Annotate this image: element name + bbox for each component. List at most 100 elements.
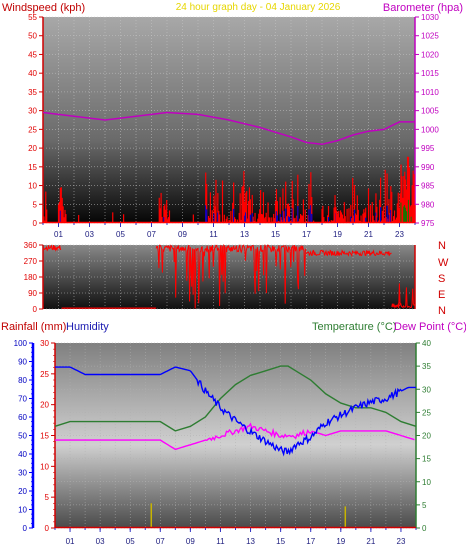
x-tick-label: 23 bbox=[397, 537, 406, 546]
temperature-tick-label: 40 bbox=[422, 339, 431, 348]
humidity-tick-label: 80 bbox=[18, 376, 27, 385]
x-tick-label: 15 bbox=[271, 230, 280, 239]
barometer-tick-label: 1000 bbox=[421, 125, 439, 134]
rainfall-tick-label: 10 bbox=[40, 462, 49, 471]
barometer-tick-label: 1025 bbox=[421, 32, 439, 41]
direction-segment bbox=[155, 243, 307, 309]
temperature-tick-label: 5 bbox=[422, 501, 427, 510]
barometer-tick-label: 1020 bbox=[421, 50, 439, 59]
humidity-line bbox=[55, 366, 416, 457]
direction-tick-label: 0 bbox=[33, 305, 38, 314]
x-tick-label: 13 bbox=[240, 230, 249, 239]
x-tick-label: 01 bbox=[66, 537, 75, 546]
compass-letter-s: S bbox=[438, 273, 445, 285]
humidity-tick-label: 40 bbox=[18, 450, 27, 459]
barometer-tick-label: 985 bbox=[421, 182, 435, 191]
barometer-tick-label: 1015 bbox=[421, 69, 439, 78]
compass-letter-n-top: N bbox=[438, 240, 446, 252]
direction-tick-label: 360 bbox=[24, 241, 38, 250]
rain-bars bbox=[55, 503, 416, 529]
x-tick-label: 21 bbox=[366, 537, 375, 546]
humidity-axis: 0 10 20 30 40 50 60 70 80 90 100 bbox=[14, 339, 35, 533]
temperature-title: Temperature (°C) bbox=[312, 321, 396, 333]
barometer-tick-label: 1030 bbox=[421, 13, 439, 22]
windspeed-tick-label: 45 bbox=[28, 50, 37, 59]
temperature-tick-label: 0 bbox=[422, 524, 427, 533]
barometer-tick-label: 1005 bbox=[421, 107, 439, 116]
windspeed-tick-label: 20 bbox=[28, 144, 37, 153]
windspeed-tick-label: 15 bbox=[28, 163, 37, 172]
direction-trace bbox=[43, 243, 416, 309]
x-tick-label: 19 bbox=[336, 537, 345, 546]
temp-hum-x-axis: 01 03 05 07 09 11 13 15 17 19 21 23 bbox=[54, 528, 417, 546]
x-tick-label: 01 bbox=[54, 230, 63, 239]
humidity-tick-label: 100 bbox=[14, 339, 28, 348]
x-tick-label: 03 bbox=[85, 230, 94, 239]
temperature-tick-label: 15 bbox=[422, 455, 431, 464]
compass-letter-n-bottom: N bbox=[438, 305, 446, 317]
rainfall-tick-label: 5 bbox=[45, 493, 50, 502]
rainfall-tick-label: 25 bbox=[40, 370, 49, 379]
x-tick-label: 13 bbox=[246, 537, 255, 546]
humidity-tick-label: 10 bbox=[18, 506, 27, 515]
rainfall-tick-label: 15 bbox=[40, 432, 49, 441]
windspeed-tick-label: 50 bbox=[28, 32, 37, 41]
graph-date-title: 24 hour graph day - 04 January 2026 bbox=[176, 2, 341, 13]
windspeed-tick-label: 5 bbox=[33, 200, 38, 209]
x-tick-label: 17 bbox=[306, 537, 315, 546]
x-tick-label: 21 bbox=[364, 230, 373, 239]
windspeed-tick-label: 25 bbox=[28, 125, 37, 134]
barometer-title: Barometer (hpa) bbox=[383, 2, 463, 14]
barometer-tick-label: 990 bbox=[421, 163, 435, 172]
windspeed-tick-label: 10 bbox=[28, 182, 37, 191]
windspeed-tick-label: 0 bbox=[33, 219, 38, 228]
x-tick-label: 17 bbox=[302, 230, 311, 239]
direction-axis: 0 90 180 270 360 bbox=[24, 241, 416, 314]
barometer-axis: 975 980 985 990 995 1000 1005 1010 1015 1020 1025 1… bbox=[414, 13, 439, 228]
barometer-tick-label: 980 bbox=[421, 200, 435, 209]
temperature-tick-label: 10 bbox=[422, 478, 431, 487]
compass-letters: N W S E N bbox=[438, 240, 449, 317]
x-tick-label: 23 bbox=[395, 230, 404, 239]
direction-segment bbox=[43, 244, 62, 252]
direction-tick-label: 180 bbox=[24, 273, 38, 282]
humidity-tick-label: 0 bbox=[23, 524, 28, 533]
barometer-tick-label: 995 bbox=[421, 144, 435, 153]
direction-segment bbox=[391, 283, 416, 309]
humidity-tick-label: 30 bbox=[18, 469, 27, 478]
x-tick-label: 11 bbox=[209, 230, 218, 239]
wind-bars bbox=[42, 156, 416, 224]
x-tick-label: 11 bbox=[216, 537, 225, 546]
x-tick-label: 07 bbox=[156, 537, 165, 546]
rainfall-axis: 0 5 10 15 20 25 30 bbox=[40, 339, 56, 533]
dewpoint-line bbox=[55, 422, 415, 451]
barometer-tick-label: 1010 bbox=[421, 88, 439, 97]
barometer-line bbox=[42, 111, 415, 146]
windspeed-tick-label: 40 bbox=[28, 69, 37, 78]
rainfall-title: Rainfall (mm) bbox=[1, 321, 66, 333]
windspeed-tick-label: 35 bbox=[28, 88, 37, 97]
humidity-tick-label: 90 bbox=[18, 358, 27, 367]
barometer-tick-label: 975 bbox=[421, 219, 435, 228]
rainfall-tick-label: 20 bbox=[40, 401, 49, 410]
direction-tick-label: 270 bbox=[24, 257, 38, 266]
direction-segment bbox=[306, 249, 392, 258]
humidity-tick-label: 50 bbox=[18, 432, 27, 441]
windspeed-tick-label: 55 bbox=[28, 13, 37, 22]
compass-letter-e: E bbox=[438, 289, 445, 301]
rainfall-tick-label: 0 bbox=[45, 524, 50, 533]
temperature-tick-label: 30 bbox=[422, 385, 431, 394]
x-tick-label: 15 bbox=[276, 537, 285, 546]
temperature-line bbox=[54, 365, 417, 432]
x-tick-label: 09 bbox=[186, 537, 195, 546]
x-tick-label: 19 bbox=[333, 230, 342, 239]
x-tick-label: 09 bbox=[178, 230, 187, 239]
dewpoint-title: Dew Point (°C) bbox=[394, 321, 466, 333]
windspeed-tick-label: 30 bbox=[28, 107, 37, 116]
temperature-tick-label: 25 bbox=[422, 408, 431, 417]
humidity-tick-label: 60 bbox=[18, 413, 27, 422]
wind-baro-x-axis: 01 03 05 07 09 11 13 15 17 19 21 23 bbox=[42, 223, 416, 239]
compass-letter-w: W bbox=[438, 257, 449, 269]
rainfall-tick-label: 30 bbox=[40, 339, 49, 348]
